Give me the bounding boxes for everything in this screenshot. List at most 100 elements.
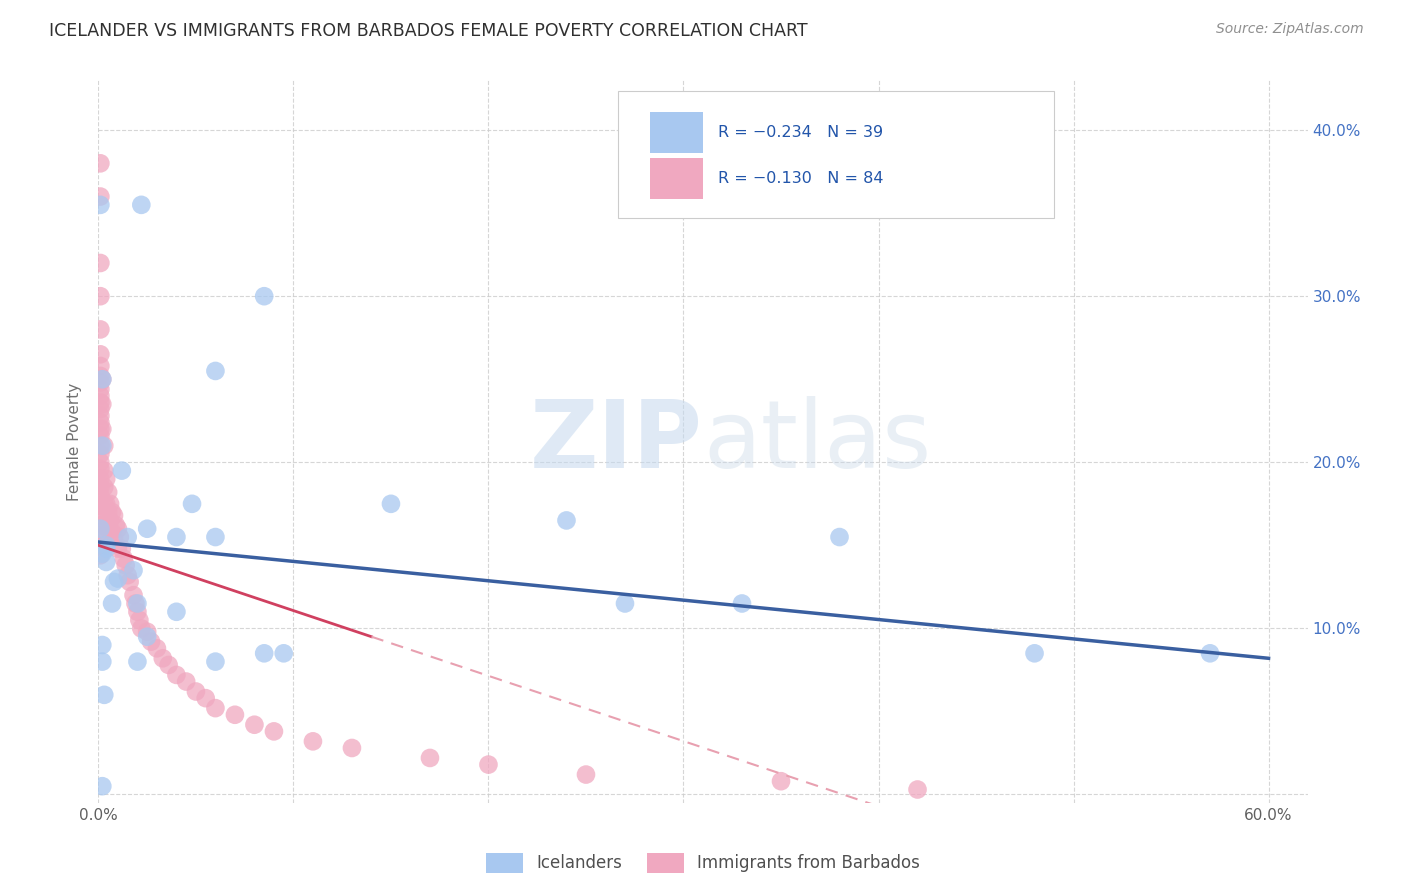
Point <box>243 717 266 731</box>
Point <box>380 497 402 511</box>
Point <box>204 655 226 669</box>
Point <box>117 568 139 582</box>
Point <box>131 621 153 635</box>
Point <box>91 439 114 453</box>
Point <box>136 630 159 644</box>
Point <box>204 530 226 544</box>
Point <box>194 691 217 706</box>
Point <box>204 364 226 378</box>
Text: R = −0.234   N = 39: R = −0.234 N = 39 <box>717 125 883 140</box>
Point <box>477 757 499 772</box>
Point <box>89 480 111 494</box>
Point <box>89 508 111 523</box>
Point <box>89 522 111 536</box>
Point <box>103 508 125 523</box>
Point <box>89 376 111 390</box>
Point <box>253 646 276 660</box>
Point <box>89 409 111 423</box>
Point <box>91 655 114 669</box>
Point <box>89 156 111 170</box>
Point <box>97 485 120 500</box>
Point <box>122 588 145 602</box>
Point <box>93 480 115 494</box>
Point <box>89 198 111 212</box>
Point <box>111 541 134 556</box>
Point <box>103 530 125 544</box>
Point <box>89 455 111 469</box>
Point <box>127 597 149 611</box>
Point <box>419 751 441 765</box>
Point <box>89 368 111 383</box>
Point <box>555 513 578 527</box>
Point <box>614 597 637 611</box>
Point <box>89 462 111 476</box>
Point <box>89 416 111 430</box>
Point <box>89 322 111 336</box>
Point <box>184 684 207 698</box>
Point <box>89 489 111 503</box>
Point <box>122 563 145 577</box>
Point <box>139 634 162 648</box>
Point <box>98 497 121 511</box>
Point <box>253 289 276 303</box>
Point <box>302 734 325 748</box>
Point <box>89 389 111 403</box>
Point <box>97 522 120 536</box>
Point <box>108 530 131 544</box>
Point <box>117 530 139 544</box>
Point <box>89 538 111 552</box>
Point <box>101 524 124 539</box>
Point <box>111 464 134 478</box>
Point <box>96 541 118 556</box>
Point <box>91 779 114 793</box>
Point <box>107 541 129 556</box>
Point <box>224 707 246 722</box>
Point <box>89 347 111 361</box>
Point <box>107 522 129 536</box>
Point <box>103 574 125 589</box>
Point <box>907 782 929 797</box>
Point <box>136 522 159 536</box>
Point <box>93 497 115 511</box>
Text: Source: ZipAtlas.com: Source: ZipAtlas.com <box>1216 22 1364 37</box>
Point <box>101 505 124 519</box>
Point <box>118 574 141 589</box>
Point <box>96 472 118 486</box>
Point <box>96 538 118 552</box>
Point <box>1024 646 1046 660</box>
Point <box>89 518 111 533</box>
Point <box>89 402 111 417</box>
FancyBboxPatch shape <box>650 158 703 199</box>
Point <box>1199 646 1222 660</box>
Point <box>181 497 204 511</box>
Point <box>91 638 114 652</box>
Point <box>204 701 226 715</box>
Point <box>114 558 136 573</box>
Point <box>89 439 111 453</box>
Point <box>89 428 111 442</box>
Point <box>165 668 187 682</box>
Point <box>165 605 187 619</box>
Point <box>91 372 114 386</box>
Point <box>101 597 124 611</box>
Point <box>124 597 146 611</box>
Point <box>93 530 115 544</box>
FancyBboxPatch shape <box>619 91 1053 218</box>
Point <box>93 688 115 702</box>
Point <box>91 372 114 386</box>
Point <box>575 767 598 781</box>
Point <box>828 530 851 544</box>
Y-axis label: Female Poverty: Female Poverty <box>67 383 83 500</box>
Point <box>96 555 118 569</box>
Point <box>107 572 129 586</box>
Point <box>89 395 111 409</box>
Point <box>89 289 111 303</box>
Point <box>152 651 174 665</box>
Point <box>273 646 295 660</box>
Point <box>89 422 111 436</box>
Text: ICELANDER VS IMMIGRANTS FROM BARBADOS FEMALE POVERTY CORRELATION CHART: ICELANDER VS IMMIGRANTS FROM BARBADOS FE… <box>49 22 808 40</box>
Point <box>112 551 135 566</box>
Point <box>89 549 111 563</box>
Point <box>127 605 149 619</box>
Point <box>731 597 754 611</box>
